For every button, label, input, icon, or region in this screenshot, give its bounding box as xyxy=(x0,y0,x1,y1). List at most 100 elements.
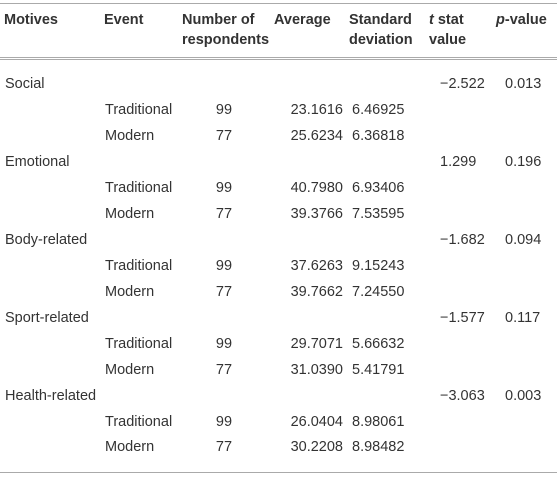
empty-cell xyxy=(492,123,557,149)
empty-cell xyxy=(0,253,100,279)
event: Modern xyxy=(105,283,155,300)
event-row: Modern 77 25.6234 6.36818 xyxy=(0,123,557,149)
t-value: −3.063 xyxy=(440,387,485,404)
empty-cell xyxy=(425,331,492,357)
p-value: 0.117 xyxy=(505,309,541,326)
motive: Emotional xyxy=(5,153,70,170)
empty-cell xyxy=(178,383,270,409)
empty-cell xyxy=(425,279,492,305)
respondents: 99 xyxy=(215,179,233,196)
empty-cell xyxy=(492,201,557,227)
respondents: 99 xyxy=(215,413,233,430)
t-value: −1.682 xyxy=(440,231,485,248)
empty-cell xyxy=(492,253,557,279)
average: 26.0404 xyxy=(290,413,343,430)
std-dev: 7.24550 xyxy=(352,283,405,300)
event: Traditional xyxy=(105,335,173,352)
empty-cell xyxy=(425,357,492,383)
empty-cell xyxy=(345,59,425,97)
empty-cell xyxy=(270,305,345,331)
motive: Health-related xyxy=(5,387,97,404)
column-header: Motives xyxy=(0,3,100,60)
respondents: 99 xyxy=(215,101,233,118)
column-header: Number of respondents xyxy=(178,3,270,60)
empty-cell xyxy=(492,97,557,123)
std-dev: 6.46925 xyxy=(352,101,405,118)
p-value: 0.196 xyxy=(505,153,542,170)
std-dev: 5.66632 xyxy=(352,335,405,352)
empty-cell xyxy=(345,149,425,175)
event: Modern xyxy=(105,439,155,456)
empty-cell xyxy=(425,253,492,279)
respondents: 77 xyxy=(215,283,233,300)
event: Traditional xyxy=(105,413,173,430)
column-header: Standard deviation xyxy=(345,3,425,60)
event-row: Modern 77 31.0390 5.41791 xyxy=(0,357,557,383)
empty-cell xyxy=(425,97,492,123)
average: 25.6234 xyxy=(290,127,343,144)
p-value: 0.013 xyxy=(505,76,542,93)
average: 40.7980 xyxy=(290,179,343,196)
empty-cell xyxy=(270,383,345,409)
motive-row: Social −2.522 0.013 xyxy=(0,59,557,97)
empty-cell xyxy=(425,123,492,149)
average: 39.7662 xyxy=(290,283,343,300)
event: Modern xyxy=(105,205,155,222)
respondents: 77 xyxy=(215,127,233,144)
empty-cell xyxy=(345,383,425,409)
std-dev: 7.53595 xyxy=(352,205,405,222)
std-dev: 5.41791 xyxy=(352,361,405,378)
empty-cell xyxy=(100,305,178,331)
empty-cell xyxy=(100,227,178,253)
empty-cell xyxy=(270,149,345,175)
empty-cell xyxy=(345,227,425,253)
respondents: 99 xyxy=(215,257,233,274)
respondents: 77 xyxy=(215,439,233,456)
respondents: 77 xyxy=(215,205,233,222)
empty-cell xyxy=(178,227,270,253)
empty-cell xyxy=(492,175,557,201)
page: Motives Event Number of respondents Average… xyxy=(0,3,557,485)
empty-cell xyxy=(0,331,100,357)
motive-row: Sport-related −1.577 0.117 xyxy=(0,305,557,331)
empty-cell xyxy=(178,305,270,331)
average: 23.1616 xyxy=(290,101,343,118)
motive: Body-related xyxy=(5,231,88,248)
event-row: Modern 77 30.2208 8.98482 xyxy=(0,435,557,473)
header-symbol: p xyxy=(496,12,505,28)
empty-cell xyxy=(178,59,270,97)
average: 39.3766 xyxy=(290,205,343,222)
empty-cell xyxy=(0,97,100,123)
empty-cell xyxy=(425,409,492,435)
event: Modern xyxy=(105,361,155,378)
motive-row: Body-related −1.682 0.094 xyxy=(0,227,557,253)
p-value: 0.003 xyxy=(505,387,542,404)
motive-row: Health-related −3.063 0.003 xyxy=(0,383,557,409)
average: 31.0390 xyxy=(290,361,343,378)
header-symbol: t xyxy=(429,12,434,28)
column-header: Average xyxy=(270,3,345,60)
empty-cell xyxy=(425,175,492,201)
t-value: −1.577 xyxy=(440,309,485,326)
event-row: Traditional 99 29.7071 5.66632 xyxy=(0,331,557,357)
empty-cell xyxy=(492,357,557,383)
empty-cell xyxy=(345,305,425,331)
empty-cell xyxy=(100,383,178,409)
empty-cell xyxy=(0,435,100,473)
event-row: Modern 77 39.7662 7.24550 xyxy=(0,279,557,305)
event: Traditional xyxy=(105,101,173,118)
empty-cell xyxy=(425,201,492,227)
respondents: 77 xyxy=(215,361,233,378)
std-dev: 8.98061 xyxy=(352,413,405,430)
event: Traditional xyxy=(105,257,173,274)
empty-cell xyxy=(0,357,100,383)
empty-cell xyxy=(0,201,100,227)
empty-cell xyxy=(0,279,100,305)
t-value: −2.522 xyxy=(440,76,485,93)
column-header: Event xyxy=(100,3,178,60)
header-text: stat value xyxy=(429,12,467,48)
average: 29.7071 xyxy=(290,335,343,352)
motive: Social xyxy=(5,76,45,93)
table-body: Social −2.522 0.013 Traditional 99 23.1616 6.4… xyxy=(0,59,557,473)
event: Modern xyxy=(105,127,155,144)
